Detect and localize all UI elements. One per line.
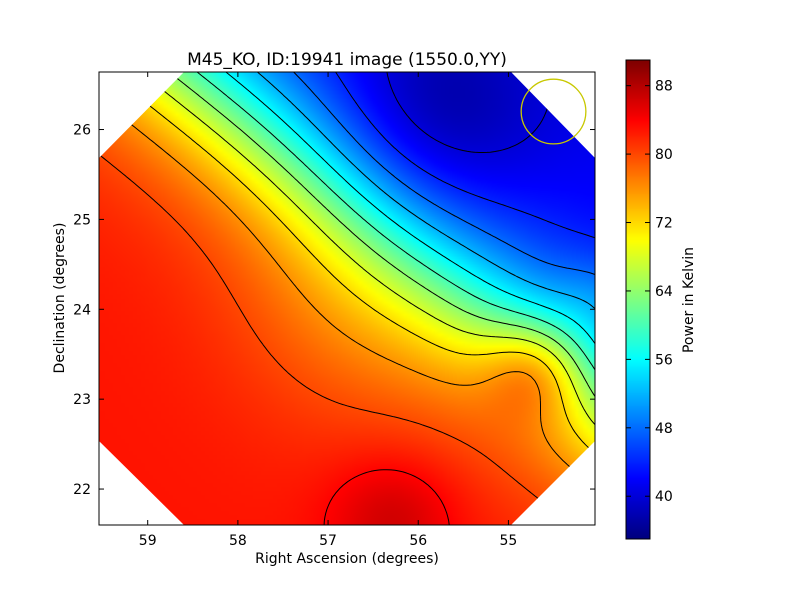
plot-frame [98,71,596,526]
colorbar-tick-label: 40 [655,489,673,505]
colorbar-ticks: 40 48 56 64 72 80 88 [626,79,673,505]
heatmap-image [99,72,595,525]
beam-circle [520,78,587,145]
y-tick-label: 26 [73,123,91,139]
chart-title: M45_KO, ID:19941 image (1550.0,YY) [187,50,507,70]
x-tick-label: 58 [229,533,247,549]
colorbar-tick-label: 72 [655,216,673,232]
contour-line [323,469,450,525]
y-axis-label: Declination (degrees) [52,223,68,374]
contour-lines [99,72,595,525]
contour-line [293,72,595,275]
colorbar-gradient [626,60,650,539]
x-axis-label: Right Ascension (degrees) [255,551,439,567]
y-axis-ticks: 22 23 24 25 26 [73,123,595,498]
colorbar-tick-label: 56 [655,352,673,368]
colorbar-tick-label: 88 [655,79,673,95]
contour-line [196,72,595,371]
x-tick-label: 55 [500,533,518,549]
colorbar-frame [625,59,651,540]
x-tick-label: 59 [139,533,157,549]
y-tick-label: 22 [73,482,91,498]
colorbar-label: Power in Kelvin [681,247,697,353]
colorbar-tick-label: 64 [655,284,673,300]
y-tick-label: 23 [73,392,91,408]
y-tick-label: 24 [73,302,91,318]
x-axis-ticks: 59 58 57 56 55 [139,72,518,549]
y-tick-label: 25 [73,212,91,228]
x-tick-label: 57 [319,533,337,549]
colorbar-tick-label: 80 [655,147,673,163]
colorbar-tick-label: 48 [655,421,673,437]
x-tick-label: 56 [409,533,427,549]
contour-line [335,72,595,239]
contour-line [257,72,595,310]
